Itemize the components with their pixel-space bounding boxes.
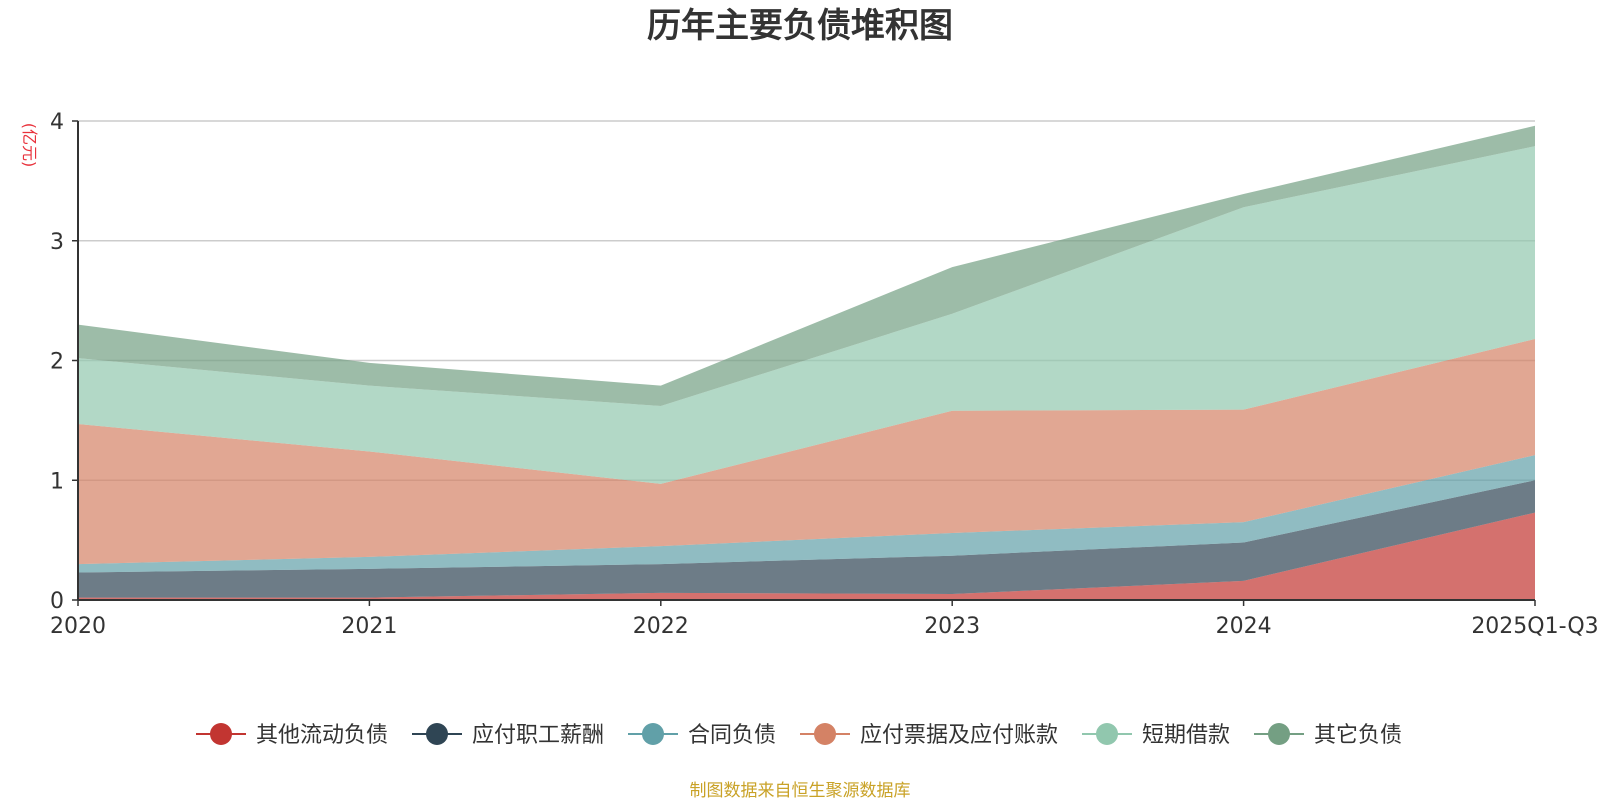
y-tick-label: 3 [50,230,64,255]
area-series [78,125,1535,600]
legend-label: 应付职工薪酬 [472,723,604,748]
x-tick-label: 2023 [924,614,980,639]
area-series-3 [78,455,1535,573]
x-tick-label: 2024 [1216,614,1272,639]
y-axis-unit-label: (亿元) [20,123,39,168]
legend-marker-icon [426,723,448,745]
axes: 0 1 2 3 4 2020 2021 2022 2023 2024 2025Q1-Q3 [50,110,1599,639]
legend-label: 其它负债 [1314,723,1402,748]
x-tick-label: 2020 [50,614,106,639]
legend-label: 应付票据及应付账款 [860,723,1058,748]
legend[interactable]: 其他流动负债 应付职工薪酬 合同负债 应付票据及应付账款 短期借款 其它负债 [196,723,1402,748]
legend-label: 其他流动负债 [256,723,388,748]
legend-marker-icon [210,723,232,745]
legend-label: 短期借款 [1142,723,1230,748]
legend-marker-icon [1268,723,1290,745]
legend-marker-icon [814,723,836,745]
legend-marker-icon [642,723,664,745]
legend-item-2[interactable]: 应付职工薪酬 [412,723,604,748]
data-source-note: 制图数据来自恒生聚源数据库 [690,781,911,800]
chart-title: 历年主要负债堆积图 [647,6,953,46]
legend-marker-icon [1096,723,1118,745]
area-series-5 [78,146,1535,484]
area-series-6 [78,125,1535,407]
y-tick-label: 1 [50,469,64,494]
x-tick-label: 2021 [341,614,397,639]
legend-item-4[interactable]: 应付票据及应付账款 [800,723,1058,748]
area-series-4 [78,338,1535,565]
y-tick-label: 0 [50,589,64,614]
legend-item-3[interactable]: 合同负债 [628,723,776,748]
y-tick-label: 2 [50,350,64,375]
legend-label: 合同负债 [688,723,776,748]
x-tick-label: 2022 [633,614,689,639]
legend-item-1[interactable]: 其他流动负债 [196,723,388,748]
x-tick-label: 2025Q1-Q3 [1471,614,1598,639]
y-tick-label: 4 [50,110,64,135]
area-series-2 [78,480,1535,598]
legend-item-5[interactable]: 短期借款 [1082,723,1230,748]
area-series-1 [78,512,1535,600]
legend-item-6[interactable]: 其它负债 [1254,723,1402,748]
